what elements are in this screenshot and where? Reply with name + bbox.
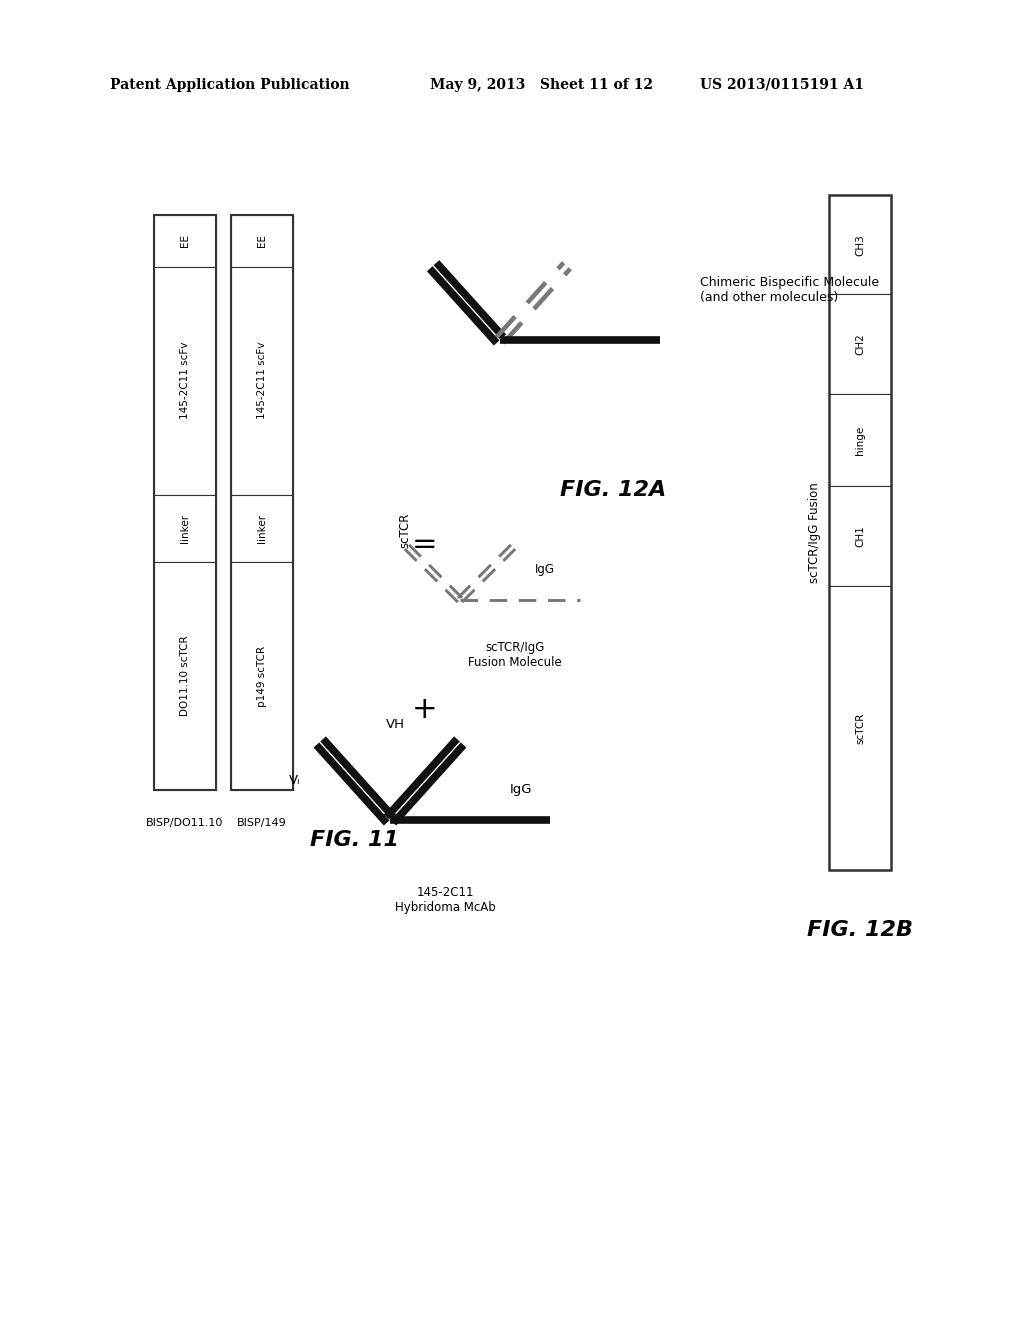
Text: EE: EE xyxy=(180,235,190,247)
Bar xyxy=(231,495,293,562)
Text: Chimeric Bispecific Molecule
(and other molecules): Chimeric Bispecific Molecule (and other … xyxy=(700,276,880,304)
Text: VH: VH xyxy=(385,718,404,731)
Text: scTCR/IgG Fusion: scTCR/IgG Fusion xyxy=(808,482,821,583)
Bar xyxy=(154,562,216,789)
Bar xyxy=(829,586,891,870)
Bar xyxy=(829,294,891,393)
Text: 145-2C11
Hybridoma McAb: 145-2C11 Hybridoma McAb xyxy=(394,886,496,913)
Text: =: = xyxy=(413,531,438,560)
Text: BISP/DO11.10: BISP/DO11.10 xyxy=(146,818,223,828)
Bar xyxy=(231,215,293,267)
Text: May 9, 2013   Sheet 11 of 12: May 9, 2013 Sheet 11 of 12 xyxy=(430,78,653,92)
Text: scTCR/IgG
Fusion Molecule: scTCR/IgG Fusion Molecule xyxy=(468,642,562,669)
Text: Patent Application Publication: Patent Application Publication xyxy=(110,78,349,92)
Text: 145-2C11 scFv: 145-2C11 scFv xyxy=(257,342,267,420)
Text: +: + xyxy=(413,696,438,725)
Bar xyxy=(231,562,293,789)
Text: FIG. 12A: FIG. 12A xyxy=(560,480,667,500)
Text: FIG. 12B: FIG. 12B xyxy=(807,920,913,940)
Text: FIG. 11: FIG. 11 xyxy=(310,830,399,850)
Text: 145-2C11 scFv: 145-2C11 scFv xyxy=(180,342,190,420)
Text: IgG: IgG xyxy=(510,784,532,796)
Text: hinge: hinge xyxy=(855,425,865,455)
Text: linker: linker xyxy=(180,513,190,543)
Bar xyxy=(829,486,891,586)
Bar xyxy=(829,195,891,870)
Text: scTCR: scTCR xyxy=(398,512,412,548)
Text: CH3: CH3 xyxy=(855,234,865,256)
Text: Vₗ: Vₗ xyxy=(290,774,301,787)
Bar xyxy=(231,267,293,495)
Text: BISP/149: BISP/149 xyxy=(238,818,287,828)
Text: US 2013/0115191 A1: US 2013/0115191 A1 xyxy=(700,78,864,92)
Bar xyxy=(829,195,891,294)
Text: IgG: IgG xyxy=(535,564,555,577)
Bar xyxy=(829,393,891,486)
Bar xyxy=(154,267,216,495)
Bar xyxy=(154,215,216,267)
Text: CH1: CH1 xyxy=(855,525,865,546)
Text: CH2: CH2 xyxy=(855,334,865,355)
Text: scTCR: scTCR xyxy=(855,713,865,743)
Bar xyxy=(231,215,293,789)
Bar xyxy=(154,215,216,789)
Text: linker: linker xyxy=(257,513,267,543)
Text: p149 scTCR: p149 scTCR xyxy=(257,645,267,706)
Bar xyxy=(154,495,216,562)
Text: EE: EE xyxy=(257,235,267,247)
Text: DO11.10 scTCR: DO11.10 scTCR xyxy=(180,636,190,717)
